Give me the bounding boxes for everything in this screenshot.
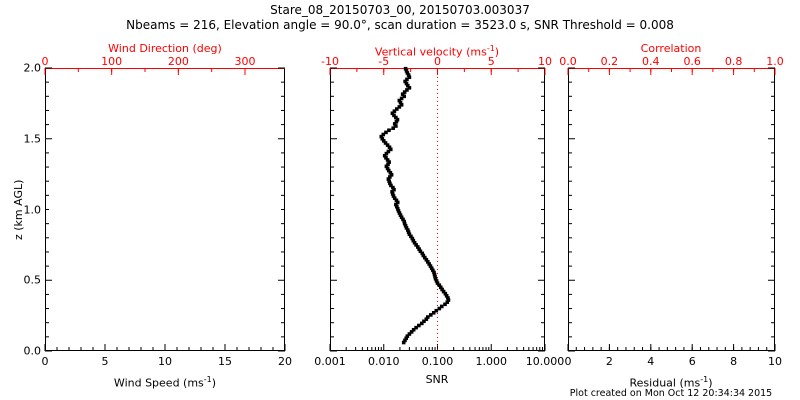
- panel-residual-bottom-label-tail: ): [708, 376, 713, 390]
- y-tick-1.5: 1.5: [23, 132, 42, 146]
- x-tick-snr-0.100: 0.100: [421, 355, 454, 368]
- x-tick-snr-0.010: 0.010: [368, 355, 400, 368]
- panel-residual-bottom-label-exp: -1: [700, 375, 709, 384]
- y-tick-0.0: 0.0: [23, 344, 42, 358]
- top-tick-wind-0: 0: [41, 55, 49, 68]
- top-tick-residual-0.0: 0.0: [559, 55, 577, 68]
- top-tick-wind-200: 200: [167, 55, 189, 68]
- panel-residual-top-label: Correlation: [640, 42, 702, 55]
- x-tick-residual-2: 2: [605, 355, 613, 368]
- y-tick-1.0: 1.0: [23, 203, 42, 216]
- panel-wind-bottom-label-exp: -1: [203, 375, 212, 384]
- x-tick-snr-10.000: 10.000: [525, 355, 565, 368]
- y-tick-2.0: 2.0: [23, 61, 42, 75]
- y-tick-0.5: 0.5: [23, 273, 42, 287]
- plot-title: Stare_08_20150703_00, 20150703.003037: [270, 3, 530, 17]
- x-tick-snr-0.001: 0.001: [314, 355, 346, 368]
- top-tick-snr-10: 10: [538, 55, 552, 68]
- top-tick-wind-300: 300: [234, 55, 256, 68]
- x-tick-residual-0: 0: [564, 355, 572, 368]
- panel-snr-bottom-label: SNR: [425, 373, 449, 386]
- top-tick-residual-1.0: 1.0: [766, 55, 784, 68]
- top-tick-residual-0.6: 0.6: [683, 55, 701, 68]
- x-tick-residual-8: 8: [730, 355, 738, 368]
- top-tick-wind-100: 100: [101, 55, 123, 68]
- panel-wind-bottom-label: Wind Speed (ms-1): [114, 374, 216, 389]
- x-tick-residual-4: 4: [647, 355, 655, 368]
- panel-wind-top-label: Wind Direction (deg): [108, 42, 222, 55]
- panel-residual-bottom-label: Residual (ms-1): [630, 374, 713, 389]
- panel-snr-top-label-text: Vertical velocity (ms: [374, 45, 487, 59]
- panel-residual-bottom-label-text: Residual (ms: [629, 376, 701, 390]
- top-tick-residual-0.4: 0.4: [642, 55, 660, 68]
- panel-wind-bottom-label-tail: ): [211, 376, 217, 390]
- panel-wind-top-axis: [45, 68, 285, 69]
- x-tick-residual-10: 10: [768, 355, 782, 368]
- panel-wind-bottom-label-text: Wind Speed (ms: [113, 376, 204, 390]
- x-tick-wind-0: 0: [41, 355, 49, 368]
- top-tick-snr--5: -5: [378, 55, 390, 68]
- x-tick-wind-20: 20: [278, 355, 292, 368]
- panel-snr-top-label-tail: ): [494, 45, 500, 59]
- top-tick-snr-5: 5: [487, 55, 495, 68]
- x-tick-residual-6: 6: [688, 355, 696, 368]
- x-tick-snr-1.000: 1.000: [475, 355, 508, 368]
- x-tick-wind-5: 5: [101, 355, 109, 368]
- top-tick-residual-0.2: 0.2: [600, 55, 619, 68]
- panel-snr-top-label: Vertical velocity (ms-1): [375, 43, 499, 58]
- panel-snr-top-label-exp: -1: [486, 44, 495, 53]
- top-tick-snr-0: 0: [434, 55, 441, 68]
- footer-created: Plot created on Mon Oct 12 20:34:34 2015: [569, 388, 773, 399]
- x-tick-wind-10: 10: [158, 355, 172, 368]
- plot-subtitle: Nbeams = 216, Elevation angle = 90.0°, s…: [126, 18, 674, 32]
- top-tick-residual-0.8: 0.8: [724, 55, 743, 68]
- top-tick-snr--10: -10: [321, 55, 339, 68]
- x-tick-wind-15: 15: [218, 355, 232, 368]
